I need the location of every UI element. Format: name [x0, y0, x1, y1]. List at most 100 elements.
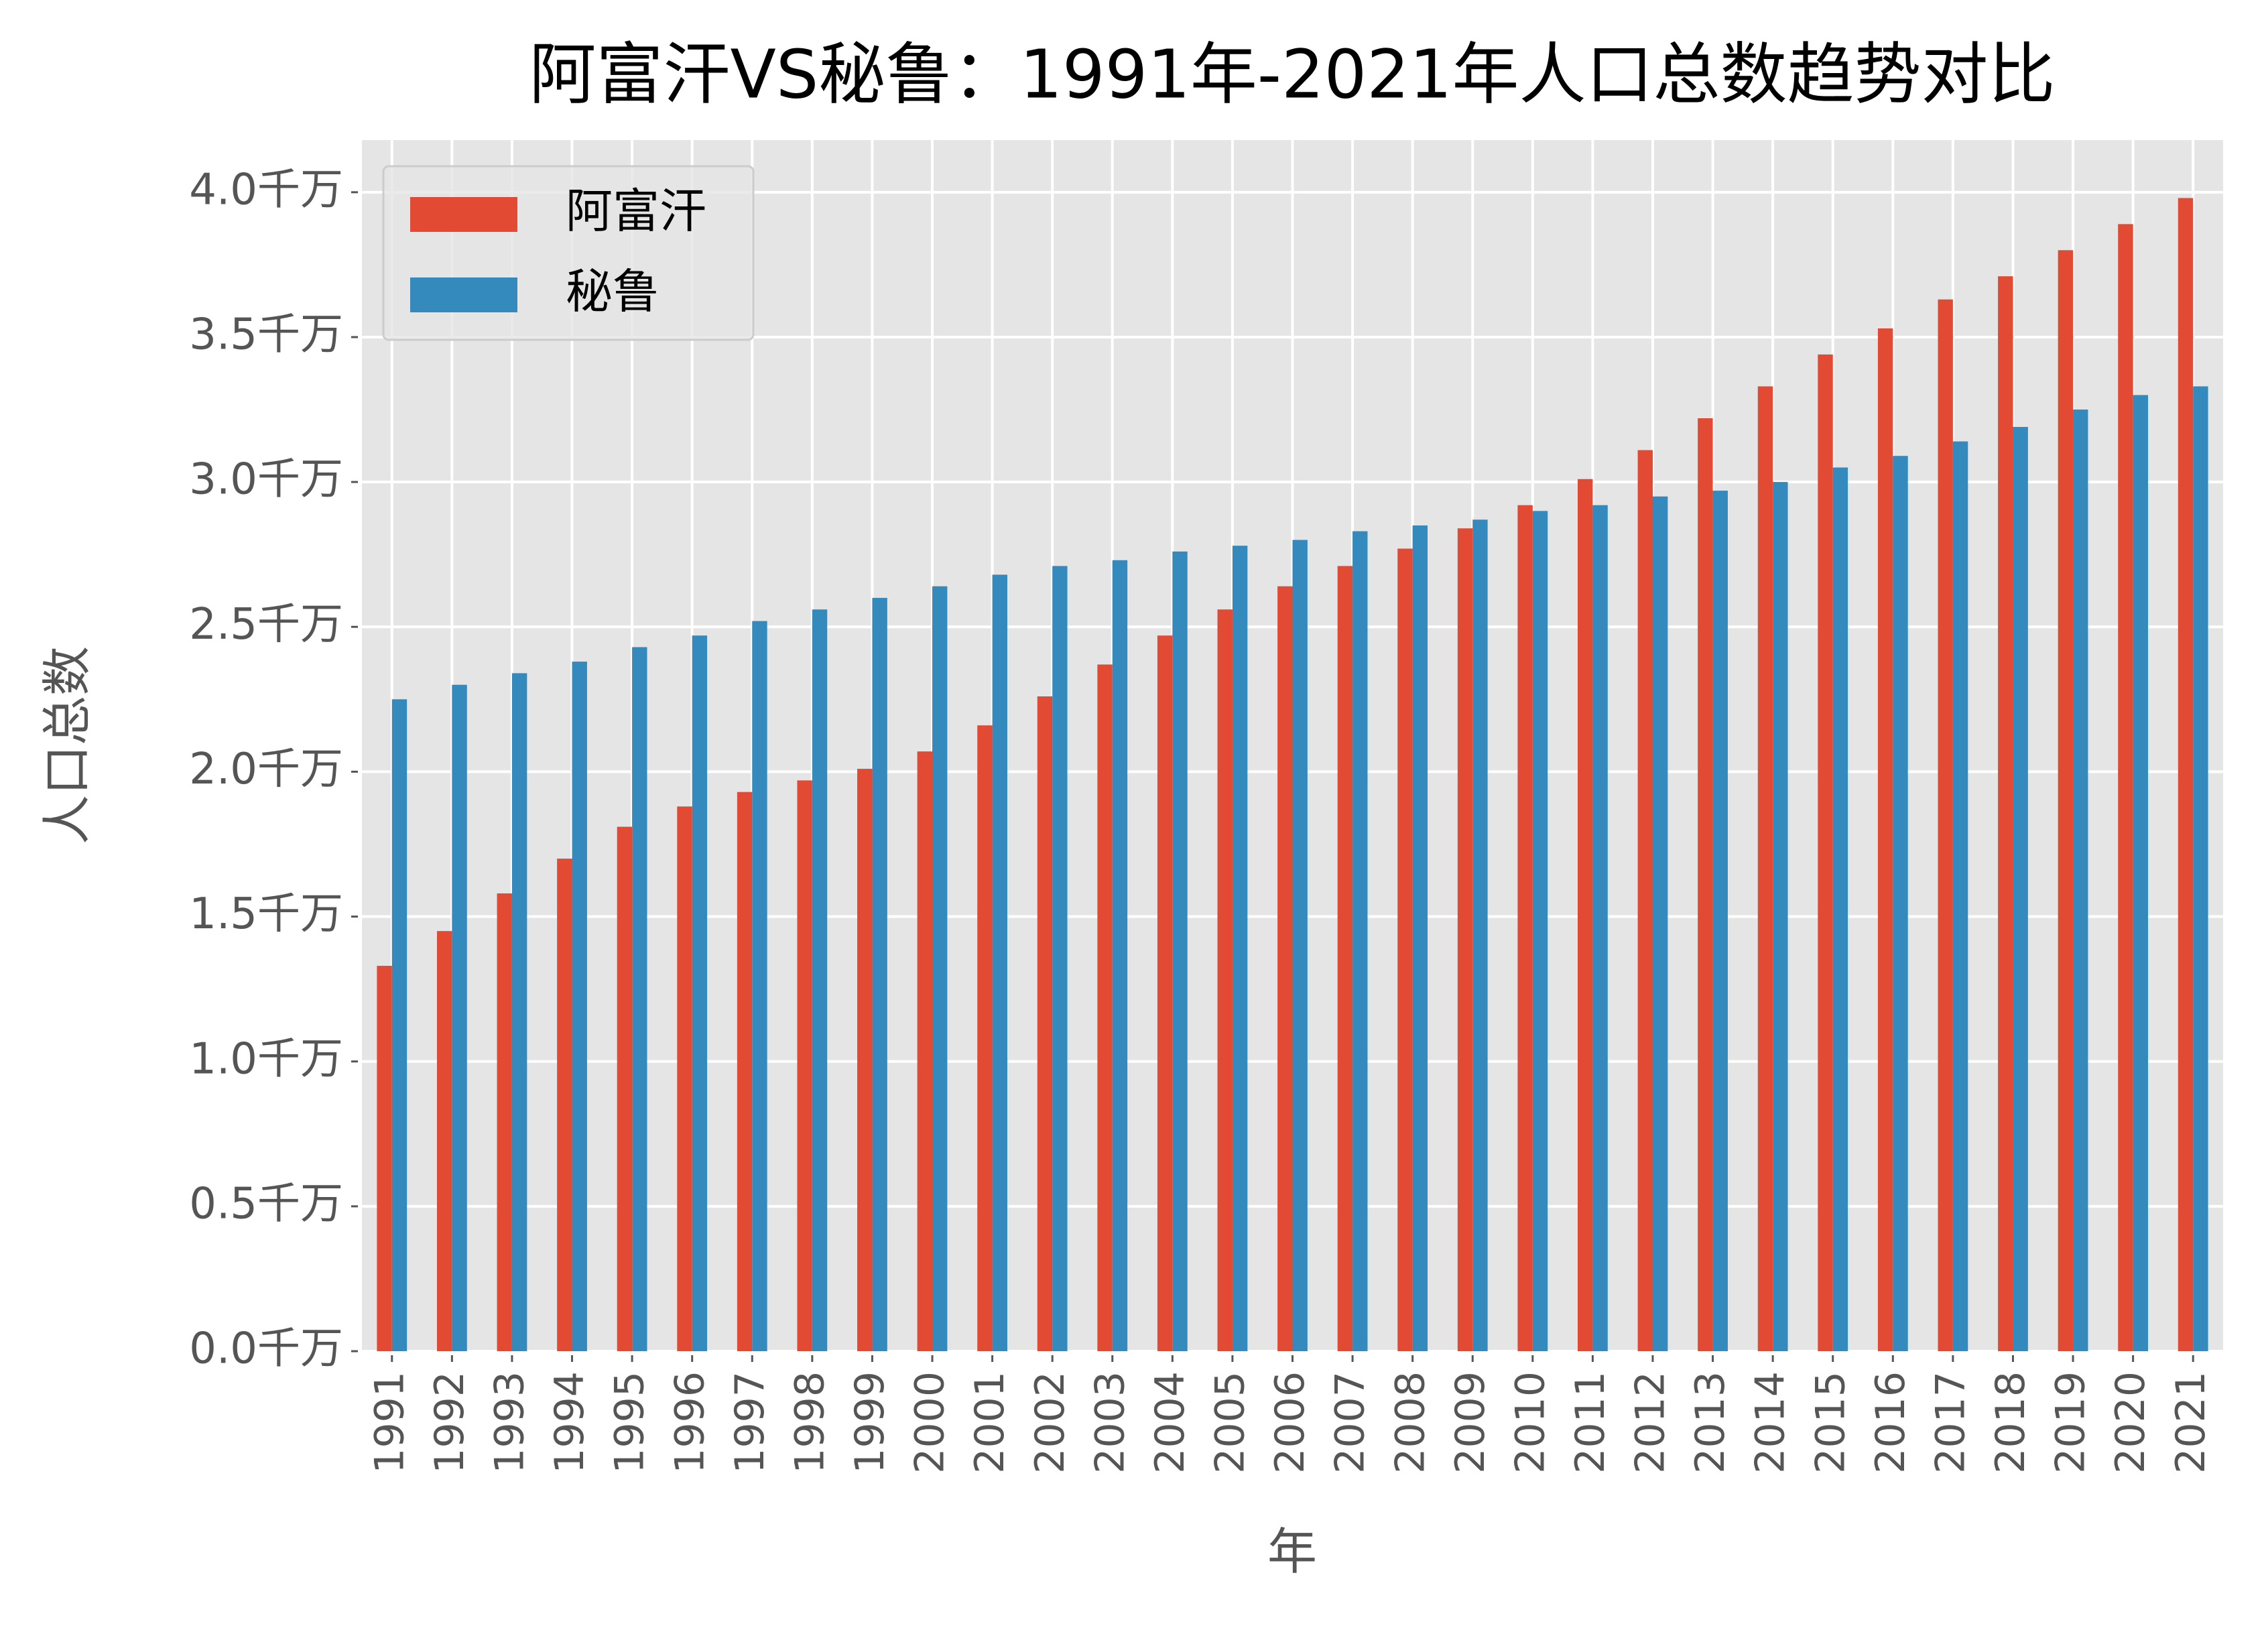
bar: [692, 635, 708, 1351]
bar: [1097, 664, 1113, 1351]
x-tick-label: 2006: [1267, 1371, 1314, 1474]
x-tick-label: 2002: [1027, 1371, 1074, 1474]
bar: [452, 684, 467, 1351]
y-tick-label: 3.5千万: [189, 310, 343, 360]
bar: [857, 769, 873, 1351]
bar: [977, 725, 993, 1351]
bar: [1757, 386, 1773, 1351]
bar: [1893, 456, 1908, 1351]
x-tick-label: 2004: [1147, 1371, 1194, 1474]
bar: [1938, 299, 1953, 1351]
x-tick-label: 2008: [1387, 1371, 1434, 1474]
x-tick-label: 2014: [1747, 1371, 1794, 1474]
bar: [1397, 548, 1413, 1351]
x-tick-label: 2012: [1627, 1371, 1674, 1474]
x-tick-label: 1999: [846, 1371, 893, 1474]
x-tick-label: 1993: [487, 1371, 533, 1474]
bar: [1352, 531, 1368, 1351]
bar: [2118, 224, 2133, 1352]
bar: [1457, 528, 1473, 1351]
bar: [1652, 496, 1668, 1351]
bar: [1592, 505, 1608, 1351]
y-tick-label: 1.5千万: [189, 889, 343, 939]
bar: [1877, 328, 1893, 1352]
bar: [1832, 467, 1848, 1351]
y-tick-label: 3.0千万: [189, 455, 343, 505]
x-tick-label: 2015: [1807, 1371, 1854, 1474]
x-tick-label: 1998: [786, 1371, 833, 1474]
bar: [557, 859, 572, 1351]
bar: [752, 621, 767, 1351]
bar: [1292, 540, 1308, 1352]
bar: [2133, 395, 2149, 1351]
bar: [377, 966, 392, 1351]
y-tick-label: 0.5千万: [189, 1179, 343, 1229]
x-tick-label: 1996: [666, 1371, 713, 1474]
bar: [2058, 250, 2074, 1352]
bar: [1818, 354, 1833, 1351]
bar: [872, 598, 887, 1351]
legend-label: 阿富汗: [566, 184, 706, 239]
bar: [677, 806, 692, 1351]
x-tick-label: 1992: [426, 1371, 473, 1474]
x-axis-label: 年: [1267, 1523, 1317, 1581]
bar: [2193, 386, 2208, 1351]
y-tick-label: 0.0千万: [189, 1324, 343, 1374]
bar: [1517, 505, 1533, 1351]
x-tick-label: 2013: [1687, 1371, 1734, 1474]
bar: [1217, 609, 1233, 1351]
x-tick-label: 2020: [2107, 1371, 2154, 1474]
bar: [497, 893, 512, 1351]
bar: [1712, 491, 1728, 1352]
x-tick-label: 2009: [1447, 1371, 1494, 1474]
bar: [632, 647, 647, 1351]
bar: [992, 574, 1007, 1351]
legend-swatch: [410, 277, 517, 312]
bar: [1412, 525, 1428, 1351]
x-tick-label: 1994: [546, 1371, 593, 1474]
x-tick-label: 1995: [607, 1371, 653, 1474]
bar: [436, 931, 452, 1351]
y-tick-label: 4.0千万: [189, 165, 343, 214]
x-tick-label: 1991: [366, 1371, 413, 1474]
bar: [1112, 560, 1128, 1352]
y-axis-label: 人口总数: [39, 646, 97, 844]
bar: [812, 609, 828, 1351]
bar: [617, 826, 633, 1351]
x-tick-label: 2003: [1086, 1371, 1133, 1474]
bar: [917, 751, 933, 1351]
bar: [1773, 482, 1788, 1351]
x-tick-label: 2001: [966, 1371, 1013, 1474]
x-tick-label: 2021: [2167, 1371, 2214, 1474]
x-tick-label: 2018: [1987, 1371, 2034, 1474]
y-tick-label: 1.0千万: [189, 1034, 343, 1084]
bar: [1277, 586, 1293, 1351]
x-tick-label: 2010: [1507, 1371, 1554, 1474]
bar: [2013, 426, 2028, 1352]
bar: [1232, 546, 1248, 1351]
legend-swatch: [410, 197, 517, 232]
bar: [1532, 511, 1548, 1351]
bar: [797, 780, 812, 1351]
chart-title: 阿富汗VS秘鲁：1991年-2021年人口总数趋势对比: [529, 35, 2056, 113]
bar: [1037, 696, 1053, 1351]
x-tick-label: 2011: [1567, 1371, 1614, 1474]
x-tick-label: 2019: [2048, 1371, 2094, 1474]
bar: [932, 586, 948, 1351]
bar: [1052, 566, 1068, 1351]
bar: [1172, 551, 1188, 1351]
x-tick-label: 2007: [1327, 1371, 1374, 1474]
x-tick-label: 1997: [727, 1371, 773, 1474]
bar: [1637, 450, 1653, 1352]
bar: [1337, 566, 1353, 1351]
bar: [1998, 276, 2013, 1351]
bar: [2178, 198, 2194, 1351]
x-tick-label: 2000: [907, 1371, 954, 1474]
y-tick-label: 2.5千万: [189, 600, 343, 649]
x-tick-label: 2017: [1927, 1371, 1974, 1474]
y-tick-label: 2.0千万: [189, 745, 343, 794]
bar: [391, 699, 407, 1351]
bar: [1952, 441, 1968, 1351]
bar: [511, 673, 527, 1351]
